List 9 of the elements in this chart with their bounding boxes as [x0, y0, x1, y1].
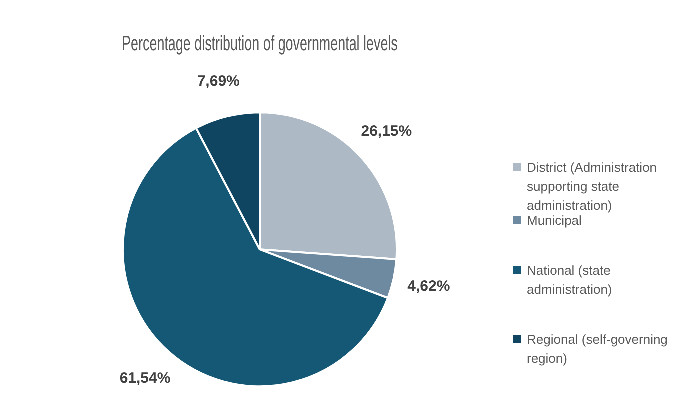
chart-title: Percentage distribution of governmental levels	[122, 31, 398, 56]
data-label: 4,62%	[408, 278, 450, 296]
legend-label: District (Administration supporting state administration)	[527, 159, 658, 215]
legend-label: Regional (self-governing region)	[527, 331, 669, 368]
data-label: 7,69%	[197, 72, 240, 90]
data-label: 61,54%	[120, 370, 171, 388]
legend-label: National (state administration)	[527, 262, 614, 299]
data-label: 26,15%	[361, 122, 412, 140]
legend-label: Municipal	[527, 213, 582, 230]
